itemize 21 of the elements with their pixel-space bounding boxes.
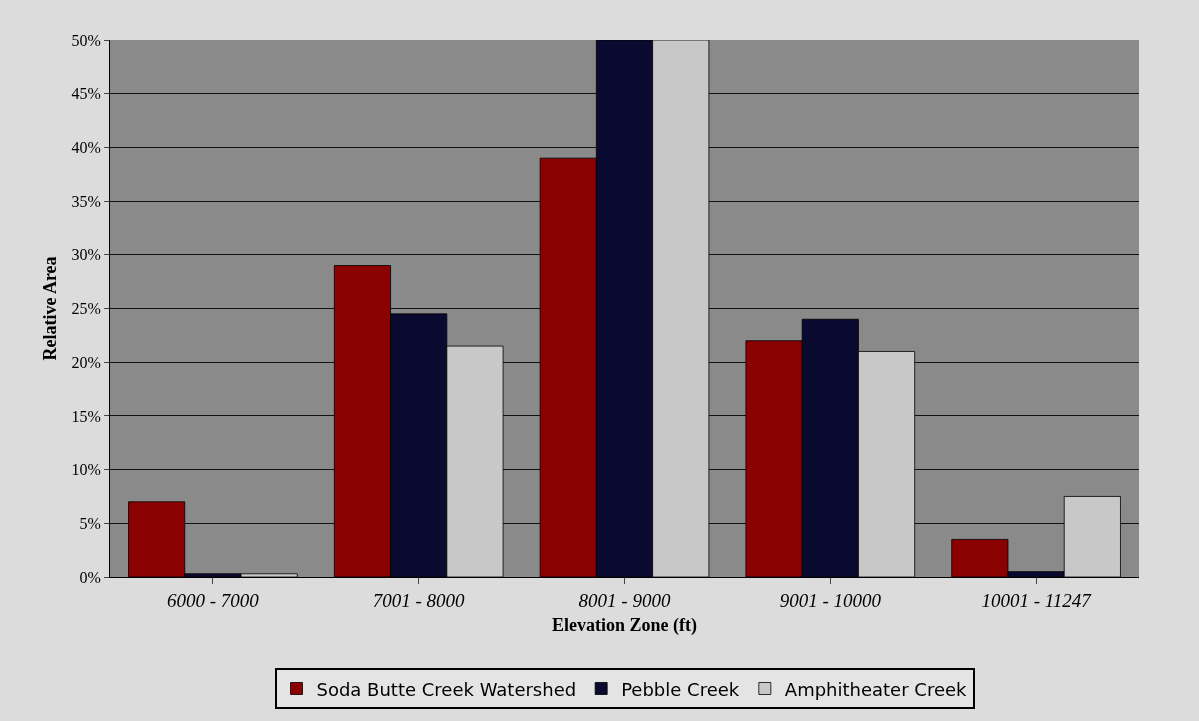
legend-label: Amphitheater Creek	[784, 678, 968, 700]
x-tick-label: 7001 - 8000	[372, 589, 466, 611]
legend-label: Pebble Creek	[621, 678, 740, 700]
y-tick-label: 20%	[71, 353, 101, 371]
y-axis-title: Relative Area	[39, 256, 60, 361]
y-tick-label: 30%	[71, 246, 101, 264]
y-tick-label: 35%	[71, 192, 101, 210]
y-tick-label: 0%	[79, 568, 101, 586]
x-tick-label: 8001 - 9000	[578, 589, 671, 611]
x-tick-label: 9001 - 10000	[779, 589, 882, 611]
x-tick-label: 6000 - 7000	[166, 589, 260, 611]
x-axis-title: Elevation Zone (ft)	[552, 614, 697, 636]
y-tick-label: 15%	[71, 407, 101, 425]
y-tick-label: 40%	[71, 139, 101, 156]
legend-label: Soda Butte Creek Watershed	[316, 678, 577, 700]
y-tick-label: 5%	[79, 514, 101, 532]
x-tick-label: 10001 - 11247	[981, 589, 1093, 611]
y-tick-label: 45%	[71, 85, 101, 103]
y-tick-label: 50%	[71, 31, 101, 49]
y-tick-label: 25%	[71, 300, 101, 318]
y-tick-label: 10%	[71, 461, 101, 479]
